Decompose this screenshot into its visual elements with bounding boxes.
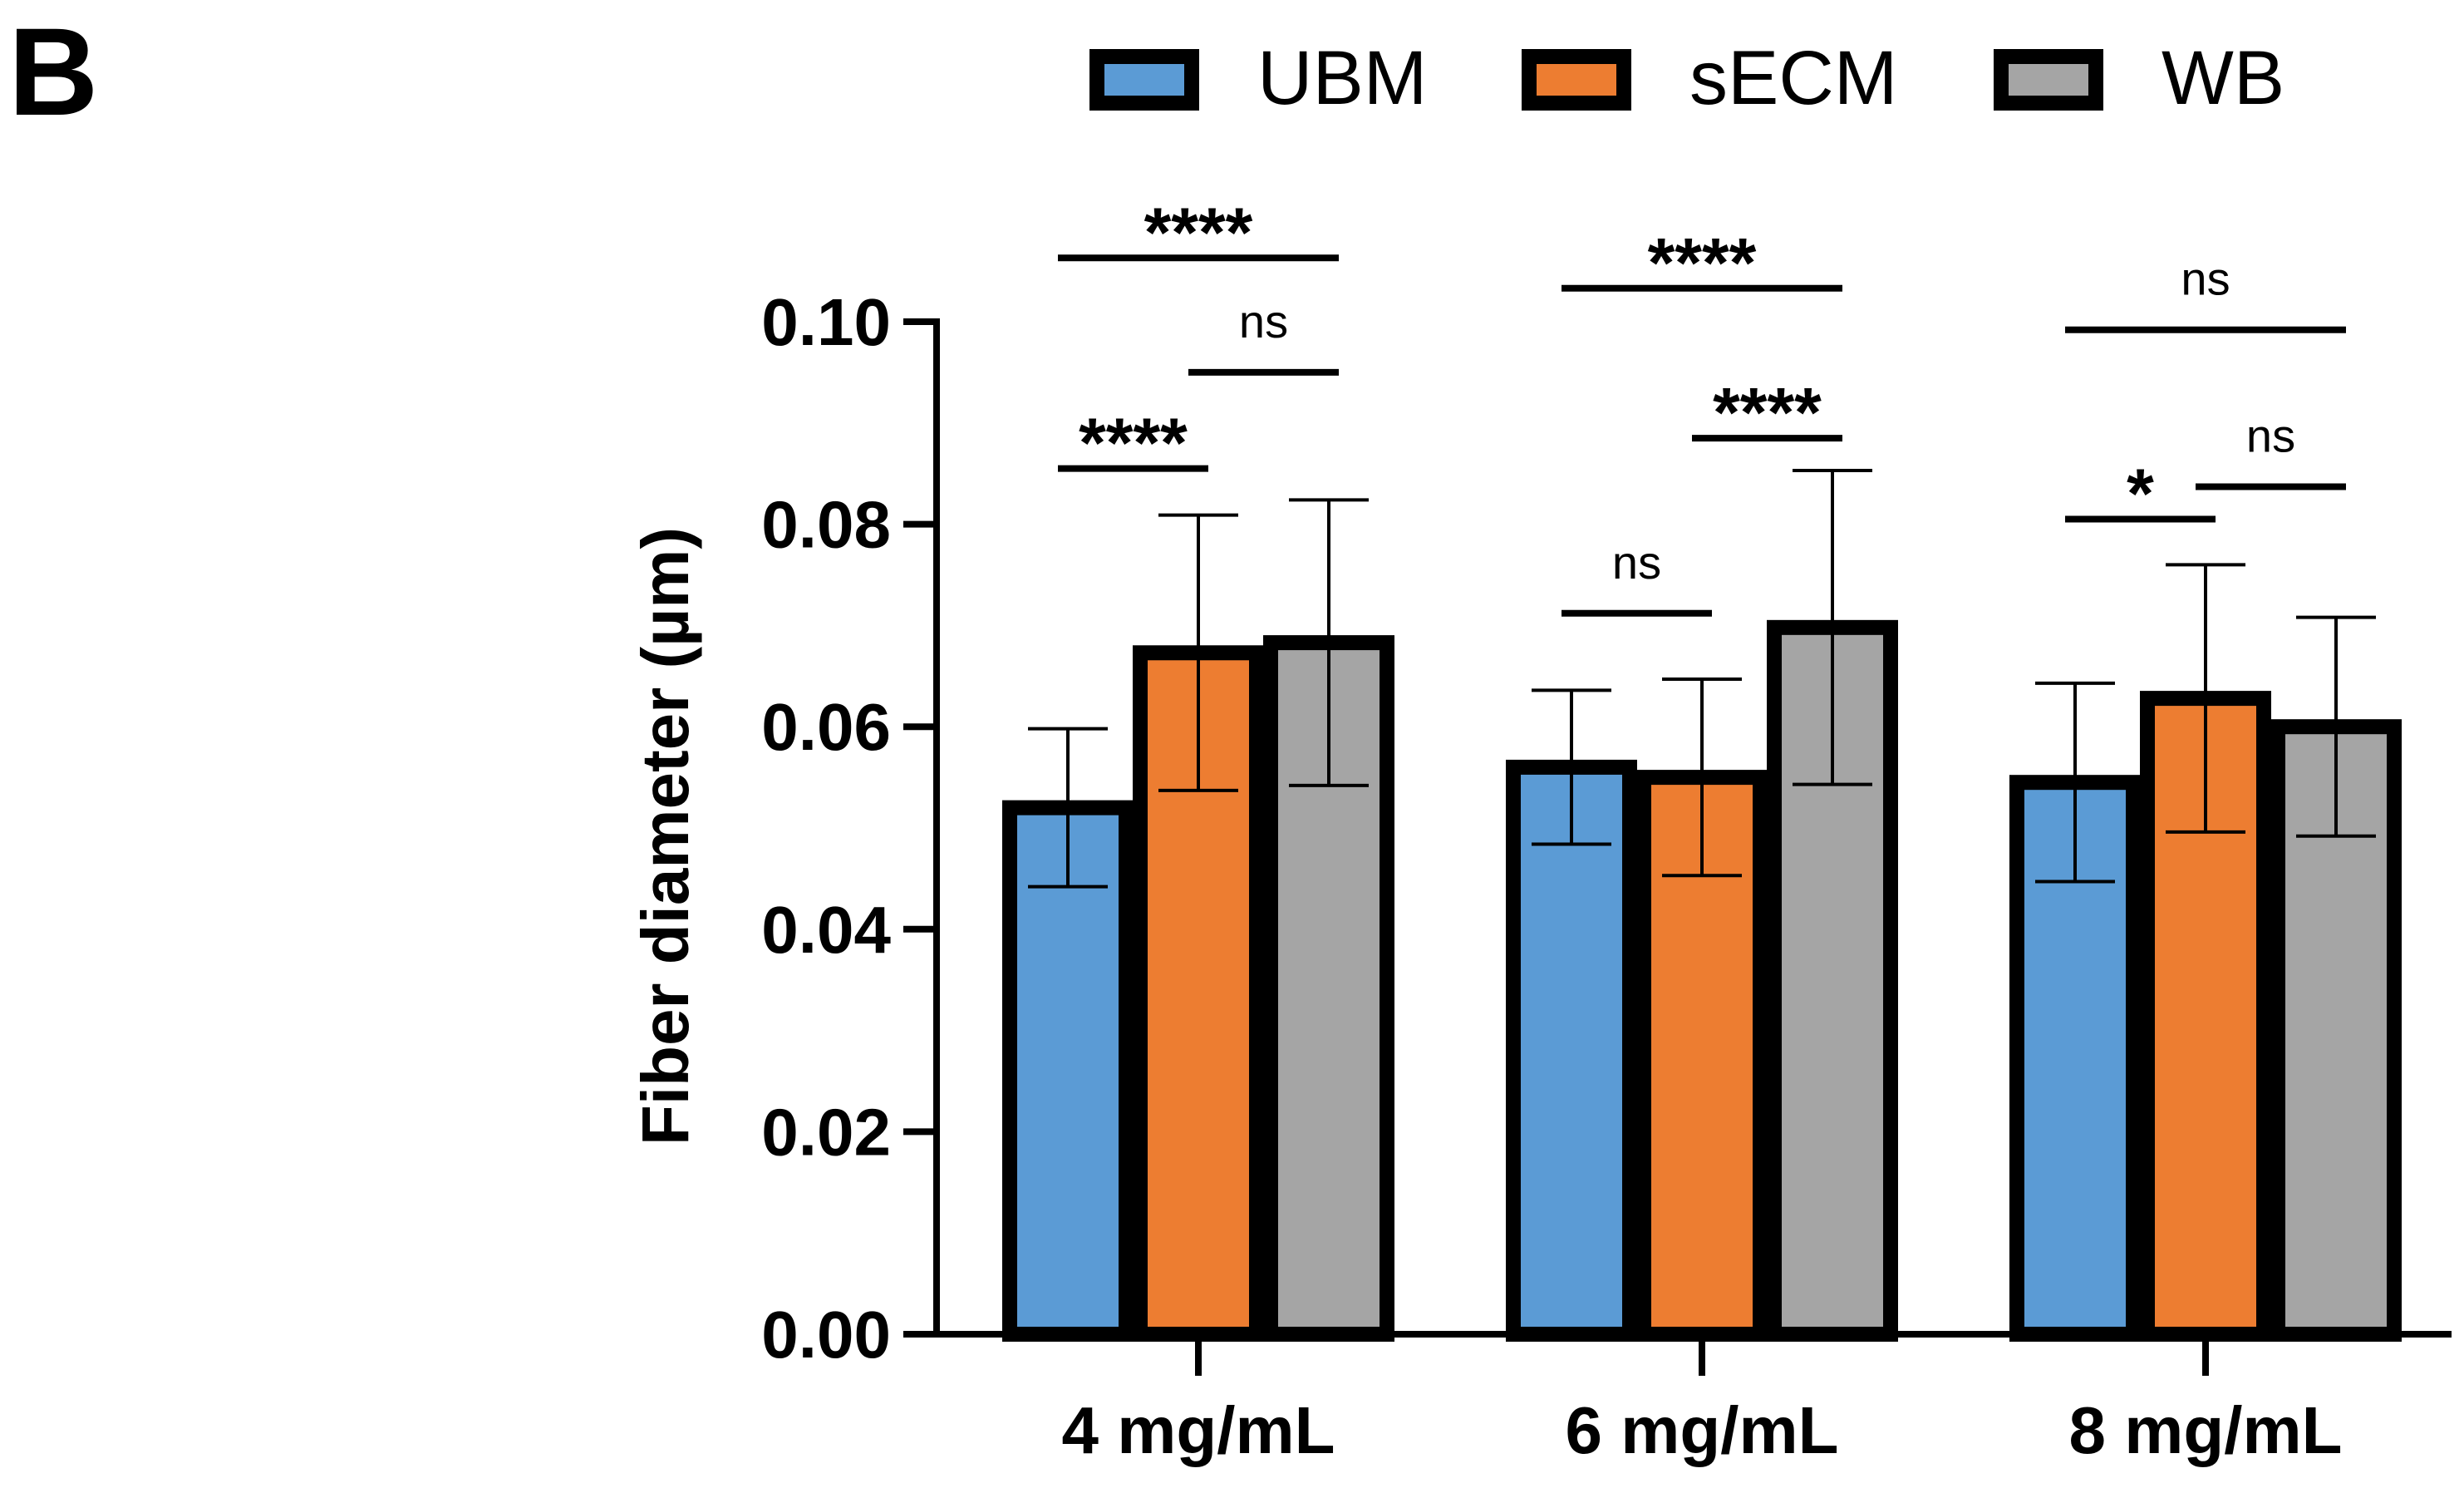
error-bar-secm-4-mg-ml (1158, 513, 1238, 792)
significance-label: ns (2181, 253, 2230, 305)
legend-label-secm: sECM (1689, 36, 1897, 121)
y-axis-label: Fiber diameter (µm) (628, 527, 702, 1146)
significance-4-mg-ml-0-1: **** (1058, 404, 1208, 482)
y-tick-label: 0.00 (761, 1298, 891, 1372)
error-bar-wb-4-mg-ml (1289, 498, 1369, 787)
error-bar-wb-6-mg-ml (1793, 469, 1872, 786)
legend-swatch-wb (1994, 49, 2103, 111)
error-bar-secm-6-mg-ml (1662, 677, 1742, 878)
bar-ubm-6-mg-ml (1506, 759, 1637, 1342)
legend-swatch-secm (1522, 49, 1631, 111)
significance-8-mg-ml-0-1: * (2065, 455, 2216, 533)
x-tick-label: 8 mg/mL (2069, 1393, 2343, 1467)
significance-6-mg-ml-1-2: **** (1692, 373, 1842, 451)
legend-item-secm: sECM (1522, 36, 1897, 121)
significance-4-mg-ml-1-2: ns (1188, 295, 1339, 376)
error-bar-secm-8-mg-ml (2166, 563, 2245, 834)
x-tick-label: 6 mg/mL (1566, 1393, 1839, 1467)
error-bars (1028, 469, 2376, 889)
significance-label: ns (2246, 410, 2295, 462)
significance-label: **** (1713, 373, 1822, 451)
y-tick-label: 0.08 (761, 488, 891, 562)
panel-label: B (8, 2, 98, 141)
y-tick-label: 0.06 (761, 690, 891, 764)
y-tick-label: 0.10 (761, 285, 891, 359)
significance-label: * (2127, 455, 2154, 533)
error-bar-wb-8-mg-ml (2296, 615, 2376, 838)
legend-label-wb: WB (2162, 36, 2284, 121)
error-bar-ubm-8-mg-ml (2035, 681, 2115, 884)
y-tick-label: 0.02 (761, 1095, 891, 1169)
error-bar-ubm-4-mg-ml (1028, 727, 1108, 889)
significance-8-mg-ml-1-2: ns (2196, 410, 2346, 490)
significance-6-mg-ml-0-2: **** (1562, 224, 1842, 302)
error-bar-ubm-6-mg-ml (1532, 688, 1611, 846)
y-tick-label: 0.04 (761, 893, 891, 967)
legend-swatch-ubm (1089, 49, 1199, 111)
legend-item-wb: WB (1994, 36, 2284, 121)
significance-6-mg-ml-0-1: ns (1562, 536, 1712, 617)
bar-secm-4-mg-ml (1133, 645, 1264, 1342)
legend-item-ubm: UBM (1089, 36, 1427, 121)
legend-label-ubm: UBM (1257, 36, 1427, 121)
significance-label: ns (1612, 536, 1661, 589)
significance-label: **** (1079, 404, 1188, 482)
significance-label: ns (1239, 295, 1288, 347)
significance-4-mg-ml-0-2: **** (1058, 193, 1339, 271)
axes: 0.00 0.02 0.04 0.06 0.08 0.10 4 mg/mL 6 mg/mL 8 … (761, 285, 2452, 1467)
significance-label: **** (1648, 224, 1757, 302)
significance-label: **** (1144, 193, 1253, 271)
legend: UBM sECM WB (1089, 36, 2284, 121)
significance-8-mg-ml-0-2: ns (2065, 253, 2346, 333)
x-tick-label: 4 mg/mL (1062, 1393, 1335, 1467)
